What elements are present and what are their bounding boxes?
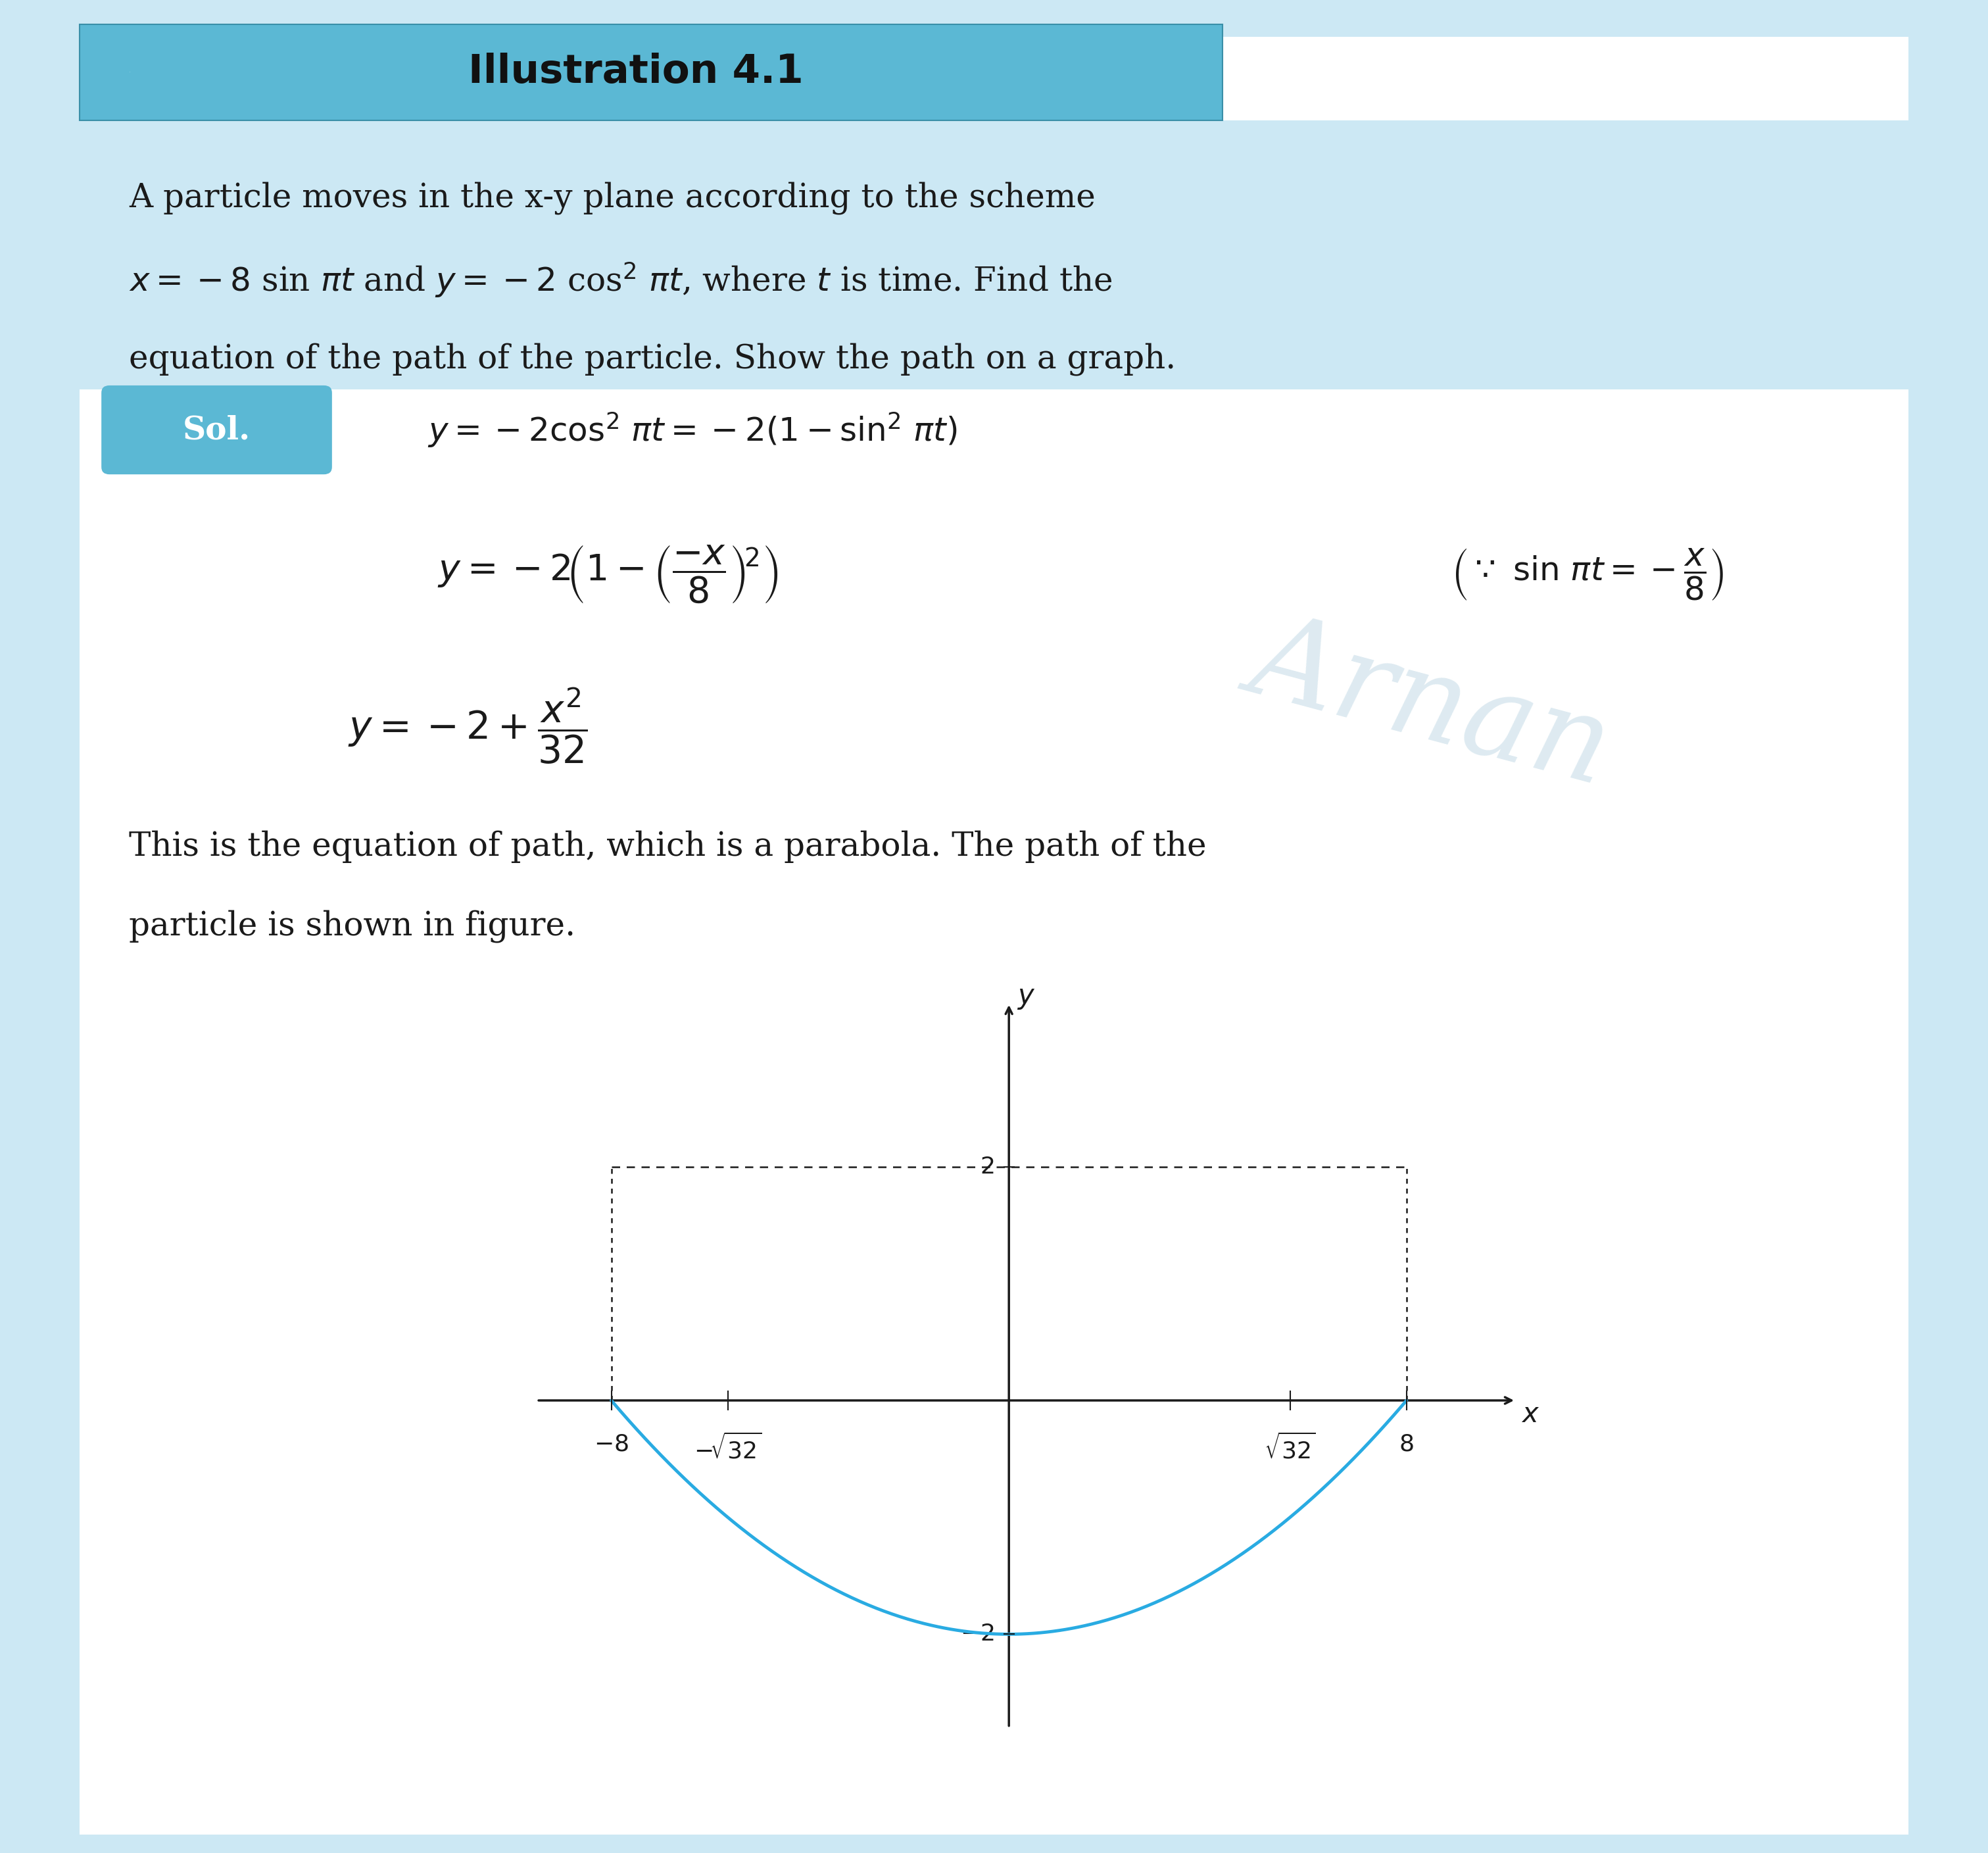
FancyBboxPatch shape	[80, 37, 1908, 1834]
Text: $-8$: $-8$	[594, 1432, 628, 1456]
FancyBboxPatch shape	[80, 120, 1908, 389]
Text: Illustration 4.1: Illustration 4.1	[469, 54, 803, 91]
FancyBboxPatch shape	[101, 385, 332, 474]
Text: $x = -8$ sin $\pi t$ and $y = -2$ cos$^2$ $\pi t$, where $t$ is time. Find the: $x = -8$ sin $\pi t$ and $y = -2$ cos$^2…	[129, 261, 1113, 298]
Text: particle is shown in figure.: particle is shown in figure.	[129, 910, 577, 943]
Text: equation of the path of the particle. Show the path on a graph.: equation of the path of the particle. Sh…	[129, 343, 1177, 376]
Text: $-2$: $-2$	[960, 1623, 994, 1645]
Text: $\left(\because\ \sin\,\pi t = -\dfrac{x}{8}\right)$: $\left(\because\ \sin\,\pi t = -\dfrac{x…	[1451, 547, 1724, 602]
Text: Sol.: Sol.	[183, 415, 250, 445]
Text: This is the equation of path, which is a parabola. The path of the: This is the equation of path, which is a…	[129, 830, 1207, 863]
Text: $y = -2 + \dfrac{x^2}{32}$: $y = -2 + \dfrac{x^2}{32}$	[348, 687, 588, 765]
Text: $8$: $8$	[1400, 1432, 1413, 1456]
Text: Arnan: Arnan	[1239, 600, 1624, 808]
Text: $2$: $2$	[980, 1156, 994, 1179]
Text: $\sqrt{32}$: $\sqrt{32}$	[1264, 1432, 1316, 1464]
Text: $y = -2\!\left(1 - \left(\dfrac{-x}{8}\right)^{\!2}\right)$: $y = -2\!\left(1 - \left(\dfrac{-x}{8}\r…	[437, 543, 777, 606]
Text: $-\!\sqrt{32}$: $-\!\sqrt{32}$	[694, 1432, 761, 1464]
Text: A particle moves in the x-y plane according to the scheme: A particle moves in the x-y plane accord…	[129, 182, 1095, 215]
FancyBboxPatch shape	[80, 24, 1223, 120]
Text: $y$: $y$	[1016, 984, 1036, 1012]
Text: $y = -2\cos^2\,\pi t = -2(1 - \sin^2\,\pi t)$: $y = -2\cos^2\,\pi t = -2(1 - \sin^2\,\p…	[427, 411, 958, 448]
Text: $x$: $x$	[1521, 1401, 1539, 1429]
